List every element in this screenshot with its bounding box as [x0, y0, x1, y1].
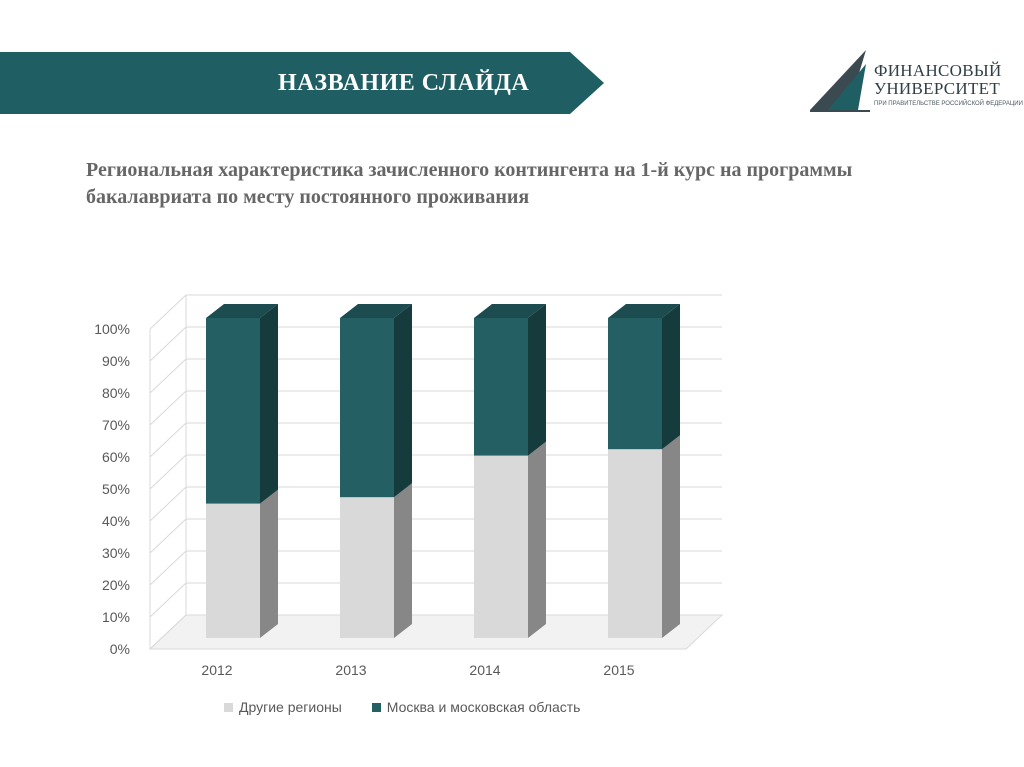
x-tick-label: 2014 [469, 662, 500, 678]
legend-item-moscow: Москва и московская область [371, 699, 581, 715]
bar-segment-side [662, 435, 680, 638]
y-tick-label: 100% [94, 321, 130, 337]
side-gridline [149, 486, 187, 522]
bar-top [340, 304, 412, 318]
logo-text-line2: УНИВЕРСИТЕТ [874, 79, 1001, 98]
bar-segment-front [474, 455, 528, 638]
y-tick-label: 40% [102, 513, 130, 529]
bar-segment-side [260, 304, 278, 504]
bar-segment-side [528, 441, 546, 638]
side-gridline [149, 550, 187, 586]
bar-segment-side [260, 489, 278, 638]
bar-segment-front [340, 318, 394, 498]
side-gridline [149, 518, 187, 554]
y-tick-label: 70% [102, 417, 130, 433]
x-tick-label: 2015 [603, 662, 634, 678]
bar-segment-front [206, 503, 260, 638]
legend-swatch-other-regions [224, 702, 233, 712]
bar-segment-front [608, 449, 662, 638]
university-logo: ФИНАНСОВЫЙ УНИВЕРСИТЕТ ПРИ ПРАВИТЕЛЬСТВЕ… [808, 48, 1023, 116]
logo-mark-icon [810, 50, 870, 112]
title-banner: НАЗВАНИЕ СЛАЙДА [0, 52, 604, 114]
bar-segment-front [474, 318, 528, 456]
y-tick-label: 10% [102, 609, 130, 625]
chart-legend: Другие регионы Москва и московская облас… [224, 697, 610, 717]
side-gridline [149, 582, 187, 618]
y-tick-label: 50% [102, 481, 130, 497]
side-gridline [149, 294, 187, 330]
y-tick-label: 90% [102, 353, 130, 369]
banner-shape [0, 52, 604, 114]
side-gridline [149, 390, 187, 426]
side-gridline [149, 326, 187, 362]
logo-text-line3: ПРИ ПРАВИТЕЛЬСТВЕ РОССИЙСКОЙ ФЕДЕРАЦИИ [874, 101, 1023, 107]
y-tick-label: 30% [102, 545, 130, 561]
legend-label-other-regions: Другие регионы [239, 699, 342, 715]
bar-segment-front [608, 318, 662, 450]
x-tick-label: 2013 [335, 662, 366, 678]
side-gridline [149, 614, 187, 650]
side-gridline [149, 358, 187, 394]
bar-top [474, 304, 546, 318]
side-gridline [149, 422, 187, 458]
y-tick-label: 20% [102, 577, 130, 593]
y-tick-label: 60% [102, 449, 130, 465]
legend-swatch-moscow [371, 702, 381, 712]
slide-title: НАЗВАНИЕ СЛАЙДА [278, 70, 530, 96]
bar-segment-front [340, 497, 394, 638]
bar-segment-side [394, 483, 412, 638]
slide-subtitle: Региональная характеристика зачисленного… [86, 159, 853, 208]
y-tick-label: 0% [110, 641, 130, 657]
bar-segment-side [528, 304, 546, 456]
bar-segment-side [394, 304, 412, 498]
bar-segment-front [206, 318, 260, 504]
y-tick-label: 80% [102, 385, 130, 401]
logo-text-line1: ФИНАНСОВЫЙ [874, 61, 1002, 80]
bar-segment-side [662, 304, 680, 450]
legend-label-moscow: Москва и московская область [386, 699, 581, 715]
legend-item-other-regions: Другие регионы [224, 699, 342, 715]
bar-top [608, 304, 680, 318]
x-tick-label: 2012 [201, 662, 232, 678]
bar-top [206, 304, 278, 318]
side-gridline [149, 454, 187, 490]
